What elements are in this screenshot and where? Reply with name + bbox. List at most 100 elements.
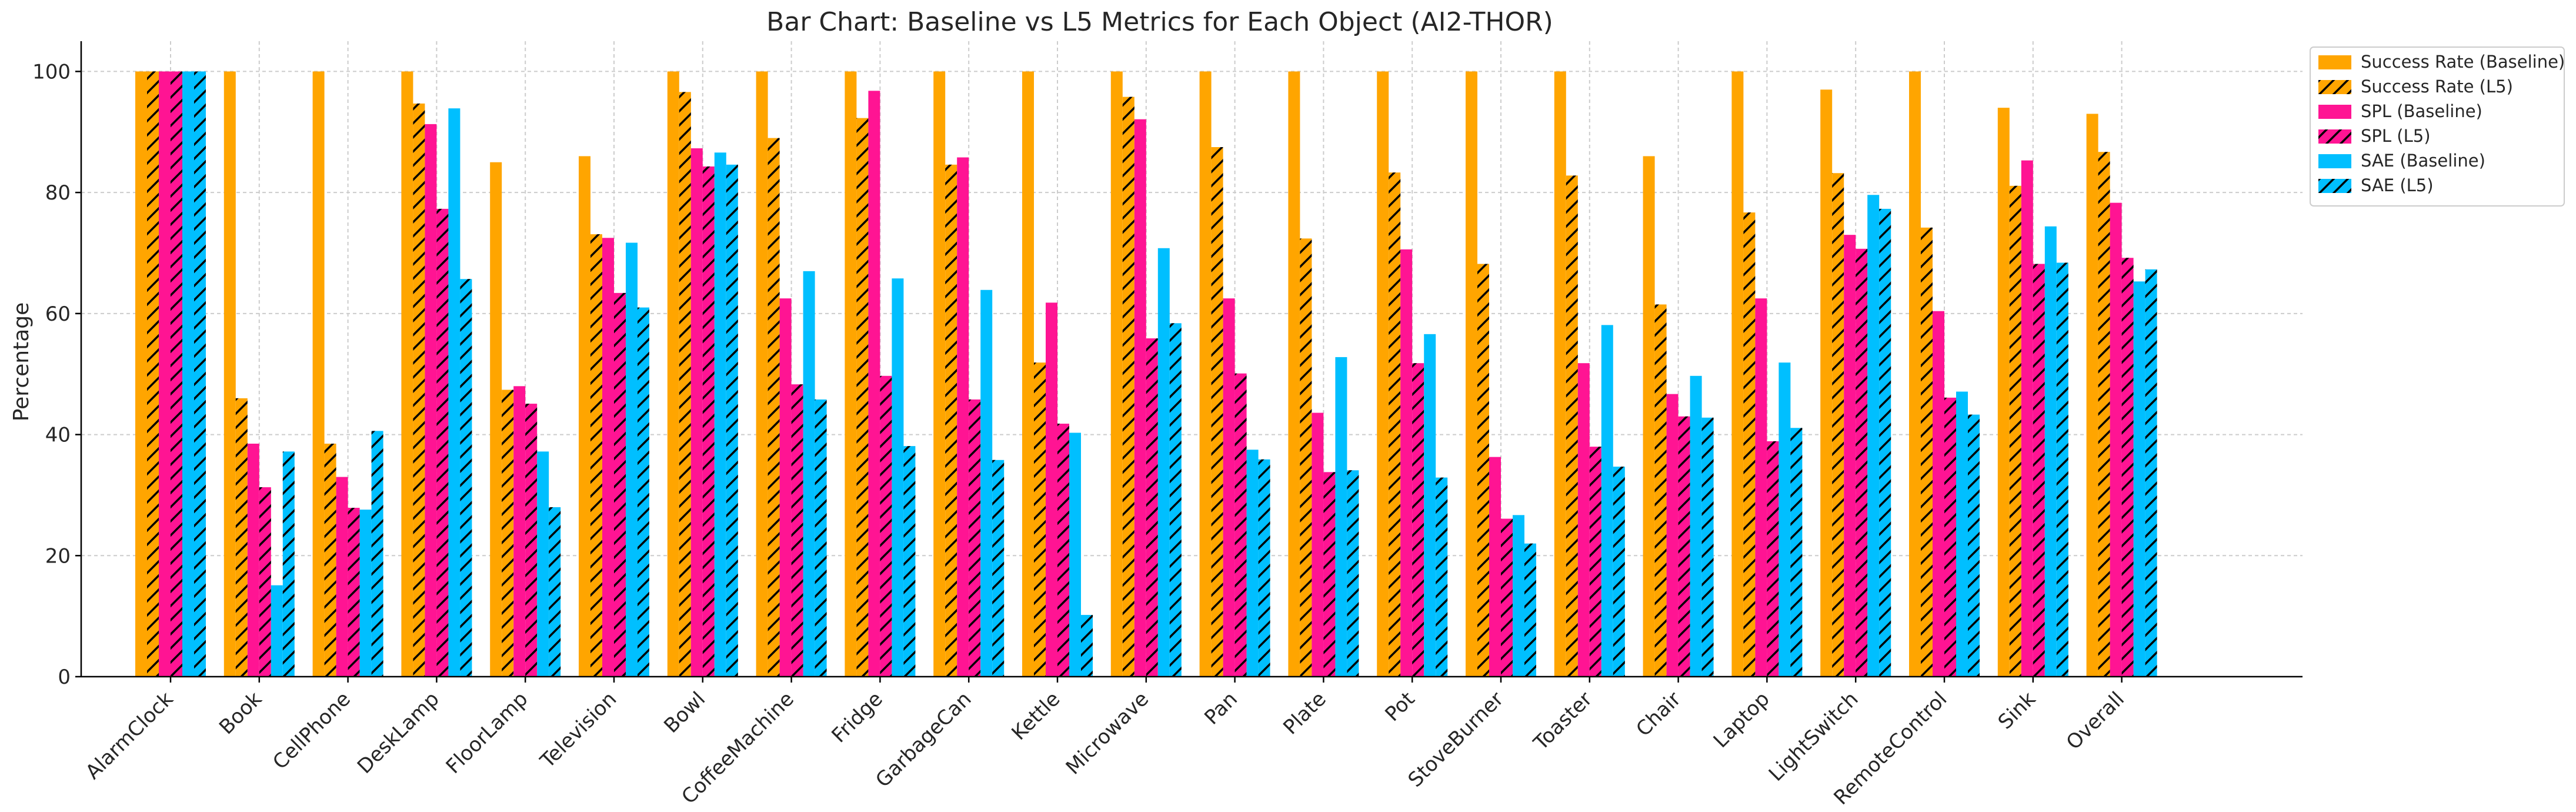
- legend-label: Success Rate (L5): [2361, 76, 2513, 96]
- bar: [1022, 71, 1034, 677]
- bar: [803, 271, 815, 677]
- bar: [1134, 119, 1146, 677]
- legend: Success Rate (Baseline) Success Rate (L5)…: [2310, 46, 2565, 207]
- bar-hatch: [436, 208, 449, 677]
- bar: [1666, 394, 1679, 677]
- bar-hatch: [638, 307, 649, 677]
- y-tick-label: 20: [45, 544, 71, 568]
- bar: [845, 71, 857, 677]
- y-tick-label: 80: [45, 181, 71, 205]
- bar-hatch: [1436, 477, 1448, 677]
- bar: [1844, 235, 1856, 677]
- bar: [336, 477, 348, 677]
- bar-hatch: [679, 92, 691, 677]
- bar: [957, 157, 969, 677]
- chart-title: Bar Chart: Baseline vs L5 Metrics for Ea…: [766, 7, 1553, 37]
- bar: [1933, 311, 1944, 677]
- bar-hatch: [856, 118, 869, 677]
- bar: [1601, 325, 1613, 677]
- bar-hatch: [2056, 262, 2068, 677]
- bar: [182, 71, 194, 677]
- bar-hatch: [147, 71, 159, 677]
- bar: [1867, 195, 1880, 677]
- bar: [1577, 363, 1590, 677]
- legend-label: SPL (Baseline): [2361, 101, 2482, 121]
- bar: [1199, 71, 1212, 677]
- x-tick-label: Plate: [1279, 687, 1330, 739]
- bar: [714, 152, 726, 677]
- bar-hatch: [702, 166, 715, 677]
- y-tick-label: 0: [58, 665, 71, 689]
- bar-hatch: [1412, 363, 1424, 677]
- legend-label: SAE (Baseline): [2361, 151, 2485, 171]
- y-axis-label: Percentage: [9, 302, 34, 422]
- bar-hatch: [1832, 173, 1844, 677]
- legend-label: Success Rate (Baseline): [2361, 52, 2565, 72]
- x-tick-label: Television: [535, 687, 621, 773]
- legend-label: SPL (L5): [2361, 126, 2431, 146]
- bar-hatch: [1122, 96, 1134, 677]
- bar-hatch: [1300, 238, 1312, 677]
- bar-hatch: [1234, 373, 1247, 677]
- bar: [892, 278, 904, 677]
- bar: [980, 289, 993, 677]
- bar-hatch: [969, 399, 981, 677]
- bar-hatch: [1524, 543, 1536, 677]
- bar: [537, 451, 549, 677]
- bar-hatch: [525, 404, 538, 677]
- bar: [2133, 281, 2145, 677]
- bar: [1046, 302, 1057, 677]
- bar-hatch: [2121, 258, 2134, 677]
- bar-hatch: [2009, 185, 2021, 677]
- bar-hatch: [1678, 416, 1690, 677]
- bar: [1400, 249, 1413, 677]
- bar-hatch: [371, 431, 383, 677]
- bar: [1909, 71, 1921, 677]
- bar-hatch: [815, 399, 827, 677]
- bar: [2021, 160, 2033, 677]
- bar-hatch: [194, 71, 206, 677]
- x-tick-label: Toaster: [1529, 687, 1597, 756]
- bar: [1778, 362, 1791, 677]
- bar-hatch: [1879, 208, 1891, 677]
- bar-hatch: [1501, 518, 1513, 677]
- bar: [135, 71, 147, 677]
- bar: [1554, 71, 1566, 677]
- bar: [490, 162, 502, 677]
- bar: [247, 444, 259, 677]
- bar-hatch: [2145, 269, 2157, 677]
- bar-hatch: [1057, 424, 1069, 677]
- bar-hatch: [1389, 172, 1401, 677]
- bar-hatch: [1477, 264, 1489, 677]
- bar-hatch: [768, 138, 780, 677]
- x-tick-label: Book: [215, 687, 266, 739]
- x-tick-label: Overall: [2062, 687, 2129, 754]
- bar-hatch: [1146, 338, 1158, 677]
- bar-hatch: [1081, 615, 1093, 677]
- bar-hatch: [945, 164, 957, 677]
- bar-hatch: [1211, 147, 1223, 677]
- bar-hatch: [2033, 264, 2045, 677]
- bar: [159, 71, 171, 677]
- bar-hatch: [1613, 467, 1625, 677]
- bar: [602, 238, 614, 677]
- x-tick-label: Pan: [1200, 687, 1242, 730]
- bars: [135, 71, 2157, 677]
- bar: [271, 585, 283, 677]
- x-tick-label: AlarmClock: [81, 687, 178, 784]
- bar: [1110, 71, 1123, 677]
- bar: [690, 148, 703, 677]
- legend-swatch-hatch: [2318, 80, 2351, 94]
- bar: [626, 242, 638, 677]
- bar: [2086, 114, 2098, 677]
- x-tick-label: Bowl: [659, 687, 710, 738]
- y-tick-label: 60: [45, 302, 71, 326]
- bar: [448, 108, 461, 677]
- legend-label: SAE (L5): [2361, 175, 2434, 195]
- bar: [1643, 156, 1655, 677]
- bar: [425, 124, 437, 677]
- x-tick-label: CellPhone: [268, 687, 355, 774]
- bar-hatch: [324, 444, 336, 677]
- bar-hatch: [1790, 428, 1803, 677]
